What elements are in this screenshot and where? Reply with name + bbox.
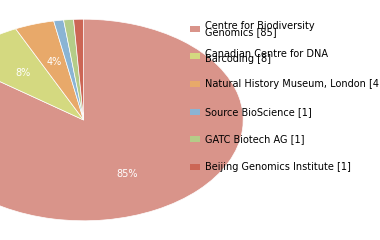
Text: Centre for Biodiversity: Centre for Biodiversity xyxy=(205,21,315,31)
Bar xyxy=(190,108,200,115)
Bar xyxy=(190,164,200,170)
Text: 85%: 85% xyxy=(116,169,138,179)
Wedge shape xyxy=(0,29,84,120)
Text: Genomics [85]: Genomics [85] xyxy=(205,27,277,37)
Text: Beijing Genomics Institute [1]: Beijing Genomics Institute [1] xyxy=(205,162,351,172)
Text: Source BioScience [1]: Source BioScience [1] xyxy=(205,107,312,117)
Bar xyxy=(190,53,200,59)
Wedge shape xyxy=(74,19,84,120)
Bar xyxy=(190,26,200,32)
Text: 4%: 4% xyxy=(46,58,62,67)
Text: Natural History Museum, London [4]: Natural History Museum, London [4] xyxy=(205,79,380,89)
Wedge shape xyxy=(54,20,84,120)
Text: 8%: 8% xyxy=(15,68,30,78)
Wedge shape xyxy=(0,19,243,221)
Text: Barcoding [8]: Barcoding [8] xyxy=(205,54,271,64)
Text: GATC Biotech AG [1]: GATC Biotech AG [1] xyxy=(205,134,305,144)
Bar xyxy=(190,81,200,87)
Wedge shape xyxy=(16,21,84,120)
Bar xyxy=(190,136,200,142)
Wedge shape xyxy=(63,19,84,120)
Text: Canadian Centre for DNA: Canadian Centre for DNA xyxy=(205,48,328,59)
